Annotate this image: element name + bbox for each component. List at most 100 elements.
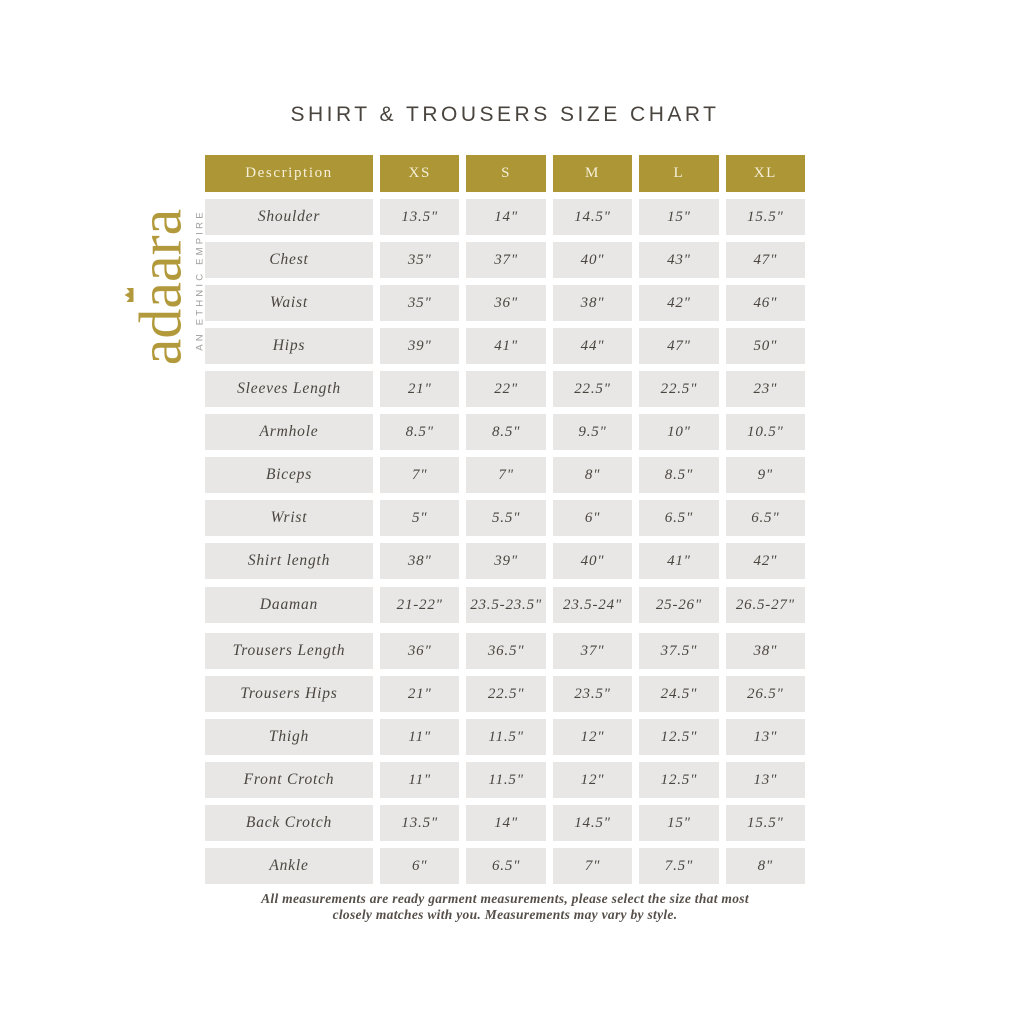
- size-value-cell: 24.5": [639, 676, 719, 712]
- size-value-cell: 22.5": [466, 676, 546, 712]
- size-value-cell: 26.5": [725, 676, 806, 712]
- size-value-cell: 8": [552, 457, 633, 493]
- size-value-cell: 21": [380, 371, 460, 407]
- size-value-cell: 8.5": [466, 414, 546, 450]
- size-value-cell: 15.5": [725, 805, 806, 841]
- size-value-cell: 23.5": [552, 676, 633, 712]
- size-value-cell: 11": [380, 762, 460, 798]
- size-value-cell: 11.5": [466, 762, 546, 798]
- size-value-cell: 38": [552, 285, 633, 321]
- row-label: Front Crotch: [205, 762, 373, 798]
- size-value-cell: 13.5": [380, 805, 460, 841]
- size-value-cell: 36": [466, 285, 546, 321]
- disclaimer-line-1: All measurements are ready garment measu…: [261, 891, 749, 906]
- size-value-cell: 39": [466, 543, 546, 579]
- header-cell-s: S: [466, 155, 546, 192]
- row-label: Trousers Hips: [205, 676, 373, 712]
- size-value-cell: 14": [466, 199, 546, 235]
- table-row: Sleeves Length 21" 22" 22.5" 22.5" 23": [205, 371, 806, 407]
- size-value-cell: 41": [466, 328, 546, 364]
- size-value-cell: 22": [466, 371, 546, 407]
- size-value-cell: 23.5-23.5": [466, 587, 546, 623]
- header-cell-description: Description: [205, 155, 373, 192]
- size-value-cell: 22.5": [552, 371, 633, 407]
- size-value-cell: 9.5": [552, 414, 633, 450]
- size-value-cell: 7": [466, 457, 546, 493]
- size-value-cell: 10.5": [725, 414, 806, 450]
- table-header-row: Description XS S M L XL: [205, 155, 806, 192]
- size-value-cell: 39": [380, 328, 460, 364]
- table-row: Shirt length 38" 39" 40" 41" 42": [205, 543, 806, 579]
- size-table-body: Shoulder 13.5" 14" 14.5" 15" 15.5" Chest…: [205, 199, 806, 884]
- size-value-cell: 21": [380, 676, 460, 712]
- table-row: Armhole 8.5" 8.5" 9.5" 10" 10.5": [205, 414, 806, 450]
- size-value-cell: 11": [380, 719, 460, 755]
- row-label: Thigh: [205, 719, 373, 755]
- size-value-cell: 25-26": [639, 587, 719, 623]
- row-label: Chest: [205, 242, 373, 278]
- size-value-cell: 23": [725, 371, 806, 407]
- size-value-cell: 42": [725, 543, 806, 579]
- size-value-cell: 37.5": [639, 633, 719, 669]
- size-value-cell: 22.5": [639, 371, 719, 407]
- row-label: Trousers Length: [205, 633, 373, 669]
- size-value-cell: 35": [380, 285, 460, 321]
- size-value-cell: 46": [725, 285, 806, 321]
- size-value-cell: 5.5": [466, 500, 546, 536]
- size-value-cell: 21-22": [380, 587, 460, 623]
- size-value-cell: 7": [380, 457, 460, 493]
- size-value-cell: 8": [725, 848, 806, 884]
- size-value-cell: 15": [639, 199, 719, 235]
- size-value-cell: 15.5": [725, 199, 806, 235]
- table-row: Shoulder 13.5" 14" 14.5" 15" 15.5": [205, 199, 806, 235]
- size-value-cell: 38": [380, 543, 460, 579]
- size-value-cell: 6.5": [725, 500, 806, 536]
- row-label: Wrist: [205, 500, 373, 536]
- size-value-cell: 42": [639, 285, 719, 321]
- header-cell-m: M: [552, 155, 633, 192]
- size-value-cell: 11.5": [466, 719, 546, 755]
- row-label: Armhole: [205, 414, 373, 450]
- size-value-cell: 6": [552, 500, 633, 536]
- size-value-cell: 36.5": [466, 633, 546, 669]
- row-label: Back Crotch: [205, 805, 373, 841]
- row-label: Shirt length: [205, 543, 373, 579]
- table-row: Waist 35" 36" 38" 42" 46": [205, 285, 806, 321]
- size-value-cell: 36": [380, 633, 460, 669]
- size-value-cell: 47": [639, 328, 719, 364]
- table-row: Chest 35" 37" 40" 43" 47": [205, 242, 806, 278]
- size-value-cell: 26.5-27": [725, 587, 806, 623]
- size-value-cell: 12": [552, 719, 633, 755]
- measurement-disclaimer: All measurements are ready garment measu…: [155, 891, 855, 923]
- size-value-cell: 8.5": [380, 414, 460, 450]
- size-value-cell: 41": [639, 543, 719, 579]
- size-value-cell: 7": [552, 848, 633, 884]
- table-row: Trousers Length 36" 36.5" 37" 37.5" 38": [205, 633, 806, 669]
- size-value-cell: 6.5": [466, 848, 546, 884]
- size-value-cell: 13": [725, 719, 806, 755]
- size-value-cell: 37": [466, 242, 546, 278]
- size-value-cell: 38": [725, 633, 806, 669]
- size-value-cell: 10": [639, 414, 719, 450]
- size-value-cell: 44": [552, 328, 633, 364]
- size-table: Description XS S M L XL Shoulder 13.5" 1…: [205, 155, 806, 884]
- size-value-cell: 8.5": [639, 457, 719, 493]
- size-value-cell: 40": [552, 543, 633, 579]
- size-value-cell: 43": [639, 242, 719, 278]
- header-cell-l: L: [639, 155, 719, 192]
- header-cell-xs: XS: [380, 155, 460, 192]
- size-value-cell: 40": [552, 242, 633, 278]
- disclaimer-line-2: closely matches with you. Measurements m…: [332, 906, 678, 922]
- size-value-cell: 6": [380, 848, 460, 884]
- row-label: Waist: [205, 285, 373, 321]
- size-value-cell: 6.5": [639, 500, 719, 536]
- brand-logo-inner: adaara AN ETHNIC EMPIRE: [124, 185, 206, 389]
- table-row: Hips 39" 41" 44" 47" 50": [205, 328, 806, 364]
- size-value-cell: 13.5": [380, 199, 460, 235]
- table-row: Front Crotch 11" 11.5" 12" 12.5" 13": [205, 762, 806, 798]
- table-row: Ankle 6" 6.5" 7" 7.5" 8": [205, 848, 806, 884]
- row-label: Ankle: [205, 848, 373, 884]
- size-value-cell: 15": [639, 805, 719, 841]
- size-value-cell: 50": [725, 328, 806, 364]
